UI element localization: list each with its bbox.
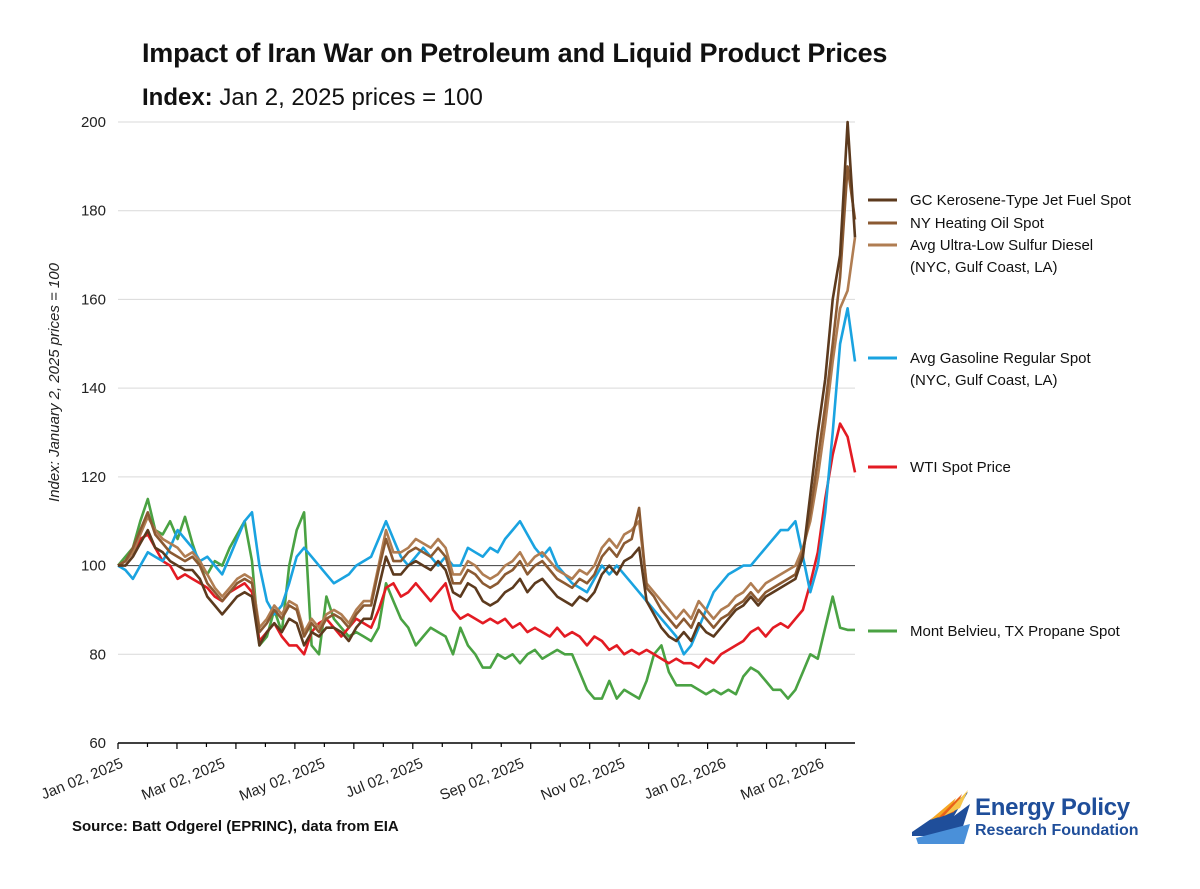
subtitle-bold: Index: — [142, 84, 213, 111]
series-line-diesel — [117, 237, 857, 634]
y-axis-title: Index: January 2, 2025 prices = 100 — [46, 262, 63, 502]
y-tick-label: 140 — [81, 380, 106, 397]
subtitle-rest: Jan 2, 2025 prices = 100 — [212, 84, 483, 111]
x-tick-label: Mar 02, 2025 — [139, 755, 227, 804]
legend-label-jet: GC Kerosene-Type Jet Fuel Spot — [910, 192, 1132, 209]
y-tick-label: 160 — [81, 291, 106, 308]
source-note: Source: Batt Odgerel (EPRINC), data from… — [72, 818, 399, 835]
y-tick-label: 100 — [81, 558, 106, 575]
logo-line1: Energy Policy — [975, 794, 1130, 821]
eprf-logo-icon — [912, 790, 970, 844]
x-tick-label: Jan 02, 2026 — [642, 755, 729, 803]
legend-label-wti: WTI Spot Price — [910, 459, 1011, 476]
x-tick-label: Sep 02, 2025 — [437, 755, 526, 804]
x-tick-label: Mar 02, 2026 — [738, 755, 826, 804]
series-line-wti — [117, 422, 857, 669]
y-tick-label: 200 — [81, 114, 106, 131]
legend-label-gasoline: Avg Gasoline Regular Spot — [910, 350, 1091, 367]
series-line-gasoline — [117, 307, 857, 656]
x-tick-label: Jul 02, 2025 — [343, 755, 425, 801]
legend-label-heating: NY Heating Oil Spot — [910, 215, 1045, 232]
legend-label-diesel: Avg Ultra-Low Sulfur Diesel — [910, 237, 1093, 254]
y-tick-label: 180 — [81, 203, 106, 220]
legend-label-gasoline: (NYC, Gulf Coast, LA) — [910, 372, 1058, 389]
chart-subtitle: Index: Jan 2, 2025 prices = 100 — [142, 84, 483, 112]
x-tick-label: Jan 02, 2025 — [39, 755, 126, 803]
x-tick-label: May 02, 2025 — [237, 755, 328, 805]
y-tick-label: 120 — [81, 469, 106, 486]
y-tick-label: 80 — [89, 646, 106, 663]
y-tick-label: 60 — [89, 735, 106, 752]
legend-label-diesel: (NYC, Gulf Coast, LA) — [910, 259, 1058, 276]
series-line-jet — [118, 120, 857, 647]
logo-line2: Research Foundation — [975, 822, 1139, 839]
chart-title: Impact of Iran War on Petroleum and Liqu… — [142, 38, 888, 68]
x-tick-label: Nov 02, 2025 — [538, 755, 627, 804]
series-line-heating — [117, 165, 857, 638]
legend-label-propane: Mont Belvieu, TX Propane Spot — [910, 623, 1121, 640]
